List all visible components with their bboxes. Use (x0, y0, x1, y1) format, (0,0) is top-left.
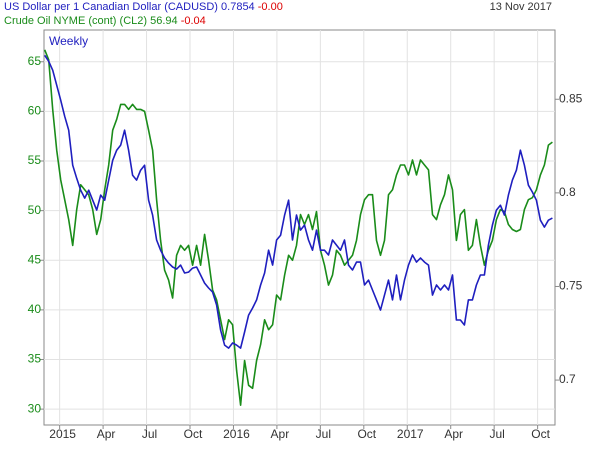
x-tick-label: 2015 (49, 427, 76, 441)
x-tick-label: Oct (531, 427, 550, 441)
x-tick-label: Oct (357, 427, 376, 441)
x-tick-label: 2017 (397, 427, 424, 441)
legend-entry: Crude Oil NYME (cont) (CL2) 56.94 -0.04 (4, 15, 206, 27)
date: 13 Nov 2017 (490, 1, 552, 13)
series-line (43, 49, 553, 406)
x-tick-label: Jul (316, 427, 331, 441)
frequency-label: Weekly (49, 34, 88, 48)
legend-last: 56.94 (150, 15, 178, 27)
legend-last: 0.7854 (221, 1, 255, 13)
x-tick-label: Apr (444, 427, 463, 441)
y-tick-label: 50 (28, 203, 42, 217)
y-tick-label: 45 (28, 252, 42, 266)
y-tick-label: 65 (28, 54, 42, 68)
y2-tick-label: 0.7 (559, 372, 576, 386)
y2-tick-label: 0.75 (559, 279, 583, 293)
x-tick-label: Oct (184, 427, 203, 441)
y-tick-label: 55 (28, 153, 42, 167)
legend-change: -0.04 (181, 15, 206, 27)
legend-name: US Dollar per 1 Canadian Dollar (CADUSD) (4, 1, 218, 13)
series-line (44, 54, 553, 349)
legend-name: Crude Oil NYME (cont) (CL2) (4, 15, 147, 27)
x-tick-label: Apr (271, 427, 290, 441)
y2-tick-label: 0.8 (559, 185, 576, 199)
legend-entry: US Dollar per 1 Canadian Dollar (CADUSD)… (4, 1, 283, 13)
x-tick-label: Jul (142, 427, 157, 441)
x-tick-label: Apr (97, 427, 116, 441)
y-tick-label: 30 (28, 401, 42, 415)
x-tick-label: Jul (489, 427, 504, 441)
legend-change: -0.00 (258, 1, 283, 13)
y-tick-label: 40 (28, 302, 42, 316)
y2-tick-label: 0.85 (559, 91, 583, 105)
y-tick-label: 60 (28, 104, 42, 118)
x-tick-label: 2016 (223, 427, 250, 441)
y-tick-label: 35 (28, 352, 42, 366)
